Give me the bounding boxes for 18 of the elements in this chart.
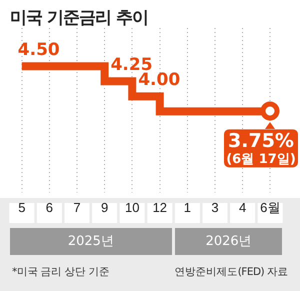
data-label: 3.75%: [228, 130, 294, 152]
text: 2026년: [174, 228, 282, 255]
text: *미국 금리 상단 기준: [12, 265, 110, 279]
x-tick-label: 9: [100, 200, 108, 215]
chart-title: 미국 기준금리 추이: [10, 7, 148, 29]
text: 2025년: [10, 228, 172, 255]
text: (6월 17일): [226, 152, 296, 168]
data-label: 4.50: [18, 40, 60, 60]
x-tick-label: 7: [73, 200, 81, 215]
x-tick-label: 4: [238, 200, 246, 215]
x-tick-label: 1: [184, 200, 192, 215]
x-tick-label: 3: [211, 200, 219, 215]
x-tick-label: 6: [46, 200, 54, 215]
x-tick-label: 12: [152, 200, 168, 215]
x-tick-label: 10: [124, 200, 140, 215]
x-tick-label: 6월: [260, 200, 280, 215]
x-tick-label: 5: [18, 200, 26, 215]
text: 연방준비제도(FED) 자료: [174, 265, 288, 279]
